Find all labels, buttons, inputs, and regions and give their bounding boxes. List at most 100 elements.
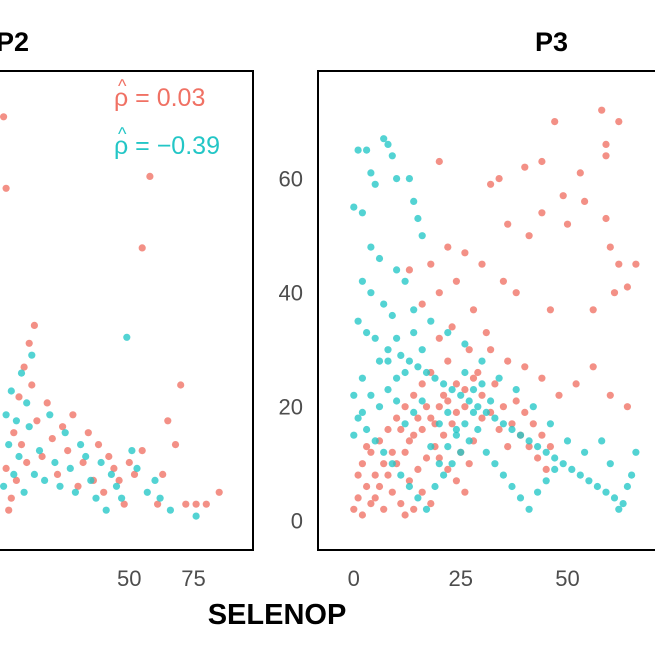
p2-point-red bbox=[17, 441, 26, 449]
p3-point-red bbox=[440, 391, 448, 399]
p3-point-teal bbox=[354, 146, 362, 154]
p3-point-teal bbox=[546, 420, 555, 428]
p3-point-red bbox=[529, 420, 537, 428]
p3-point-teal bbox=[350, 431, 358, 439]
p3-point-red bbox=[504, 357, 512, 365]
p2-point-red bbox=[38, 452, 46, 461]
p2-point-red bbox=[0, 113, 8, 121]
p2-point-red bbox=[110, 464, 118, 472]
p2-point-red bbox=[30, 321, 38, 329]
p3-point-teal bbox=[615, 505, 623, 513]
p2-point-red bbox=[84, 429, 92, 437]
p3-point-teal bbox=[375, 403, 384, 411]
p3-point-red bbox=[632, 260, 640, 268]
p3-point-red bbox=[397, 425, 405, 434]
p3-point-red bbox=[538, 374, 546, 382]
p3-point-red bbox=[542, 465, 550, 473]
p3-point-red bbox=[384, 471, 392, 479]
p3-point-teal bbox=[384, 357, 392, 365]
p3-point-teal bbox=[384, 386, 392, 394]
p2-point-red bbox=[2, 184, 10, 192]
p3-point-teal bbox=[495, 374, 503, 382]
p2-point-red bbox=[159, 470, 167, 478]
p3-point-teal bbox=[384, 346, 392, 354]
p2-point-red bbox=[48, 435, 56, 443]
p3-point-teal bbox=[397, 351, 405, 359]
p3-point-red bbox=[602, 140, 610, 148]
panel-frame-p3 bbox=[317, 70, 655, 551]
p3-point-teal bbox=[393, 397, 401, 405]
p3-point-red bbox=[371, 494, 379, 502]
p3-point-red bbox=[444, 397, 452, 405]
p3-point-red bbox=[440, 431, 448, 439]
p3-point-red bbox=[465, 460, 473, 468]
p3-point-teal bbox=[452, 425, 460, 434]
p2-point-red bbox=[28, 381, 36, 389]
panel-title-p2: P2 bbox=[0, 27, 29, 57]
p2-point-teal bbox=[20, 488, 28, 496]
p3-point-red bbox=[405, 477, 413, 485]
p3-point-red bbox=[418, 380, 426, 388]
p3-point-teal bbox=[444, 443, 452, 451]
p3-point-red bbox=[576, 169, 584, 177]
p3-point-red bbox=[350, 505, 358, 513]
rho-value-red: ρ = 0.03 bbox=[114, 84, 205, 112]
p3-point-teal bbox=[457, 448, 465, 456]
p3-point-red bbox=[444, 357, 452, 365]
p3-point-red bbox=[427, 500, 435, 508]
p3-point-teal bbox=[358, 408, 366, 416]
p3-point-red bbox=[461, 403, 469, 411]
p2-point-teal bbox=[15, 452, 23, 461]
p3-point-red bbox=[602, 214, 610, 223]
p3-point-teal bbox=[516, 494, 525, 502]
p3-point-teal bbox=[440, 380, 448, 388]
p2-point-red bbox=[120, 500, 128, 508]
p3-point-red bbox=[598, 106, 606, 114]
p2-point-teal bbox=[7, 387, 15, 395]
rho-value-teal: ρ = −0.39 bbox=[114, 132, 220, 160]
p3-point-teal bbox=[350, 391, 358, 399]
p3-point-teal bbox=[512, 386, 520, 394]
p2-point-red bbox=[138, 244, 146, 252]
p3-point-red bbox=[388, 448, 396, 456]
p3-point-red bbox=[435, 334, 443, 342]
p2-point-red bbox=[202, 500, 210, 508]
p3-point-teal bbox=[358, 209, 366, 217]
p3-y-tick-label: 0 bbox=[291, 509, 303, 534]
p3-point-red bbox=[478, 414, 486, 422]
p3-point-red bbox=[606, 391, 614, 399]
p3-point-red bbox=[521, 363, 529, 371]
p2-point-red bbox=[182, 500, 190, 508]
p3-x-tick-label: 25 bbox=[448, 566, 472, 591]
p3-point-red bbox=[397, 500, 405, 508]
p3-point-teal bbox=[525, 437, 533, 445]
p3-point-teal bbox=[363, 146, 371, 154]
p3-point-teal bbox=[563, 437, 572, 445]
p2-point-teal bbox=[82, 452, 90, 461]
p2-point-teal bbox=[61, 429, 69, 437]
p3-point-red bbox=[478, 260, 486, 268]
p3-point-red bbox=[401, 403, 409, 411]
p3-point-red bbox=[615, 260, 623, 268]
p3-point-red bbox=[546, 443, 555, 451]
p3-point-teal bbox=[534, 443, 542, 451]
p3-point-teal bbox=[585, 477, 593, 485]
p3-point-red bbox=[491, 380, 499, 388]
p2-point-teal bbox=[41, 476, 49, 484]
p2-point-red bbox=[130, 470, 139, 478]
p2-points bbox=[0, 113, 223, 520]
p3-point-teal bbox=[581, 448, 589, 456]
p3-point-red bbox=[534, 454, 542, 462]
p3-point-teal bbox=[393, 334, 401, 342]
p3-point-red bbox=[623, 403, 632, 411]
p3-point-red bbox=[538, 431, 546, 439]
p3-point-teal bbox=[529, 403, 537, 411]
panel-p2: P2 50 75 ^ ρ = 0.03 ^ ρ = −0.39 bbox=[0, 27, 254, 591]
p3-point-red bbox=[610, 289, 619, 297]
p3-point-red bbox=[388, 488, 396, 496]
p2-point-red bbox=[177, 381, 185, 389]
p3-point-red bbox=[555, 391, 563, 399]
p3-y-tick-label: 60 bbox=[279, 167, 303, 192]
p3-point-red bbox=[427, 414, 435, 422]
p3-point-red bbox=[521, 163, 529, 171]
